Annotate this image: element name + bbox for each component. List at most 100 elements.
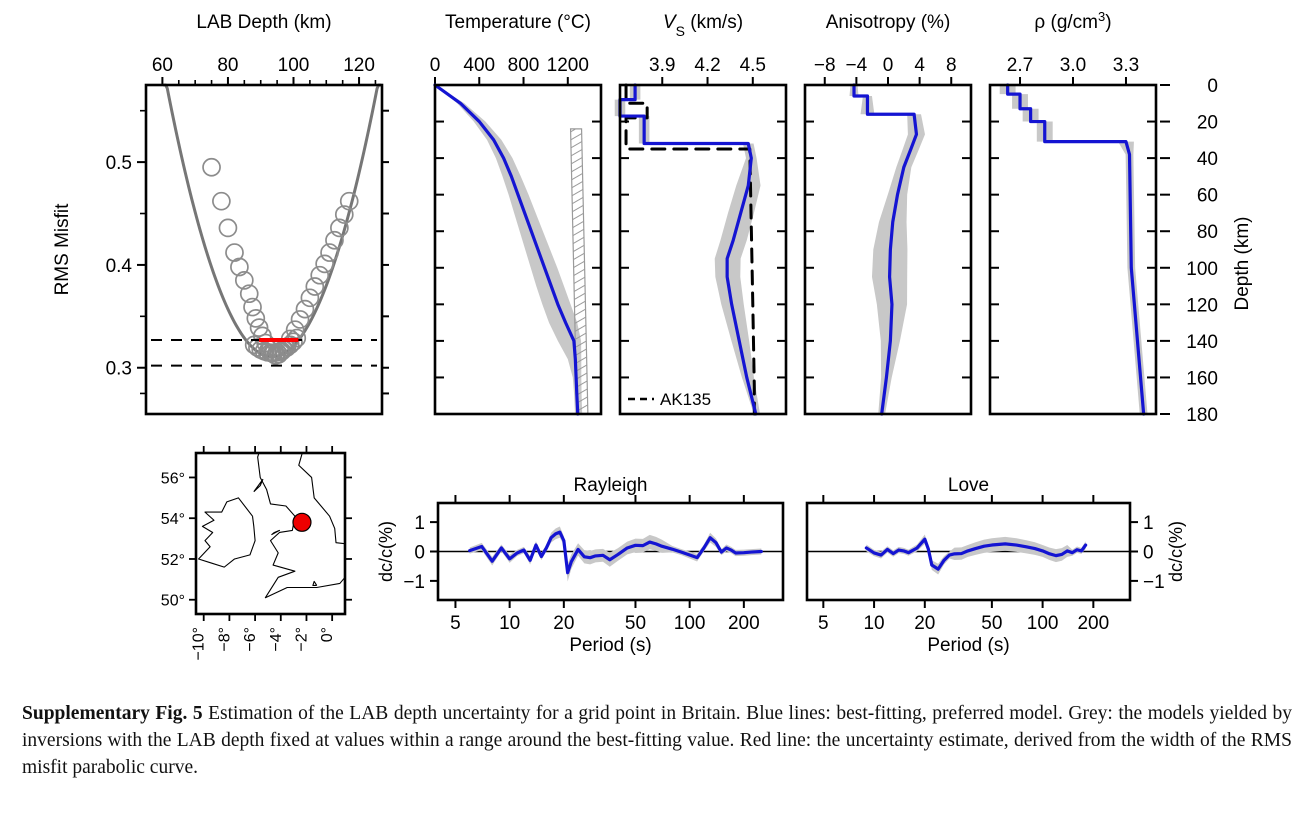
- misfit-data-circle: [330, 218, 349, 238]
- love-xlabel: Period (s): [927, 635, 1009, 656]
- map-xtick-label: −8°: [216, 627, 233, 652]
- misfit-panel-title: LAB Depth (km): [196, 12, 331, 33]
- great-britain-coastline: [257, 453, 345, 599]
- rayleigh-ylabel: dc/c(%): [376, 521, 396, 582]
- map-ytick-label: 56°: [161, 470, 185, 487]
- density-panel-frame: [988, 83, 1158, 416]
- depth-axis-tick-label: 40: [1197, 149, 1218, 170]
- temperature-best-model: [433, 83, 580, 416]
- rayleigh-panel-title: Rayleigh: [574, 475, 648, 496]
- misfit-ytick-label: 0.5: [106, 153, 132, 174]
- love-ytick-label: 1: [1143, 513, 1154, 534]
- density-panel-title: ρ (g/cm3): [1034, 9, 1111, 34]
- map-grid-point-marker: [292, 512, 312, 532]
- misfit-data-circle: [290, 310, 310, 329]
- map-xtick-label: −6°: [242, 627, 259, 652]
- anisotropy-xtick-label: 8: [946, 55, 957, 76]
- anisotropy-best-model: [852, 83, 919, 416]
- rayleigh-ytick-label: 1: [414, 513, 425, 534]
- misfit-xtick-label: 100: [278, 55, 310, 76]
- love-xtick-label: 5: [818, 613, 829, 634]
- rayleigh-xtick-label: 20: [553, 613, 574, 634]
- anisotropy-ensemble-band: [849, 85, 925, 414]
- misfit-data-circle: [239, 284, 259, 304]
- anisotropy-xtick-label: 0: [883, 55, 894, 76]
- misfit-data-circle: [202, 157, 221, 177]
- love-xtick-label: 10: [863, 613, 884, 634]
- rayleigh-xlabel: Period (s): [569, 635, 651, 656]
- rayleigh-xtick-label: 100: [674, 613, 706, 634]
- map-xtick-label: −10°: [191, 627, 208, 661]
- love-xtick-label: 100: [1027, 613, 1059, 634]
- misfit-data-circle: [218, 218, 238, 238]
- rayleigh-xtick-label: 200: [728, 613, 760, 634]
- misfit-data-circle: [280, 335, 300, 355]
- depth-axis-tick-label: 60: [1197, 186, 1218, 207]
- rayleigh-xtick-label: 10: [499, 613, 520, 634]
- vs-ensemble-band: [614, 85, 761, 414]
- map-ytick-label: 54°: [161, 511, 185, 528]
- temperature-ensemble-band: [435, 85, 583, 414]
- rayleigh-ytick-label: 0: [414, 543, 425, 564]
- anglesey-coastline: [271, 529, 281, 536]
- misfit-xtick-label: 60: [152, 55, 173, 76]
- depth-axis-tick-label: 120: [1186, 295, 1218, 316]
- depth-axis-tick-label: 160: [1186, 368, 1218, 389]
- rayleigh-ensemble-band: [469, 526, 762, 582]
- density-ensemble-band: [999, 85, 1148, 414]
- rayleigh-xtick-label: 50: [625, 613, 646, 634]
- map-xtick-label: −4°: [268, 627, 285, 652]
- map-coastlines: [198, 433, 345, 599]
- love-ylabel: dc/c(%): [1166, 521, 1186, 582]
- temperature-panel-frame: [433, 83, 603, 416]
- misfit-data-circle: [212, 191, 231, 211]
- misfit-data-circle: [305, 277, 325, 296]
- ireland-coastline: [198, 497, 256, 568]
- misfit-ytick-label: 0.4: [106, 256, 133, 277]
- figure-canvas: LAB Depth (km) 60 80 100 120 0.3 0.4 0.5 RMS Mis…: [52, 9, 1253, 661]
- depth-axis-tick-label: 80: [1197, 222, 1218, 243]
- rayleigh-ytick-label: −1: [403, 572, 425, 593]
- figure-caption: Supplementary Fig. 5 Estimation of the L…: [22, 700, 1292, 781]
- anisotropy-xtick-label: 4: [914, 55, 925, 76]
- anisotropy-panel-title: Anisotropy (%): [826, 12, 951, 33]
- temperature-xtick-label: 800: [508, 55, 540, 76]
- misfit-data-circle: [320, 243, 339, 262]
- map-ytick-label: 52°: [161, 552, 185, 569]
- misfit-xtick-label: 80: [217, 55, 238, 76]
- love-ytick-label: 0: [1143, 543, 1154, 564]
- rayleigh-best-model: [468, 530, 763, 575]
- depth-axis-tick-label: 0: [1207, 76, 1218, 97]
- misfit-xtick-label: 120: [343, 55, 375, 76]
- vs-legend-label: AK135: [660, 390, 711, 409]
- depth-axis-label: Depth (km): [1232, 217, 1253, 311]
- misfit-data-circle: [334, 205, 354, 224]
- density-xtick-label: 2.7: [1007, 55, 1033, 76]
- depth-axis-tick-label: 140: [1186, 332, 1218, 353]
- misfit-ylabel: RMS Misfit: [52, 203, 73, 296]
- love-xtick-label: 50: [981, 613, 1002, 634]
- temperature-panel-title: Temperature (°C): [445, 12, 591, 33]
- depth-axis-tick-label: 100: [1186, 259, 1218, 280]
- depth-axis-tick-label: 180: [1186, 405, 1218, 426]
- vs-xtick-label: 4.2: [694, 55, 720, 76]
- map-xtick-label: 0°: [319, 627, 336, 642]
- isle-of-wight-coastline: [312, 580, 318, 587]
- love-panel-frame: [805, 501, 1132, 602]
- temperature-xtick-label: 1200: [547, 55, 589, 76]
- love-panel-title: Love: [948, 475, 989, 496]
- love-xtick-label: 20: [914, 613, 935, 634]
- misfit-data-circle: [295, 299, 315, 319]
- map-panel-frame: [194, 451, 347, 616]
- vs-ak135-line: [624, 83, 756, 416]
- density-xtick-label: 3.0: [1060, 55, 1086, 76]
- misfit-data-circle: [234, 270, 254, 290]
- vs-xtick-label: 4.5: [740, 55, 766, 76]
- rayleigh-panel-frame: [436, 501, 785, 602]
- love-xtick-label: 200: [1077, 613, 1109, 634]
- misfit-panel-frame: [144, 83, 384, 416]
- misfit-data-circle: [243, 297, 262, 317]
- hebrides-coastline: [240, 433, 252, 451]
- islay-coastline: [253, 478, 264, 493]
